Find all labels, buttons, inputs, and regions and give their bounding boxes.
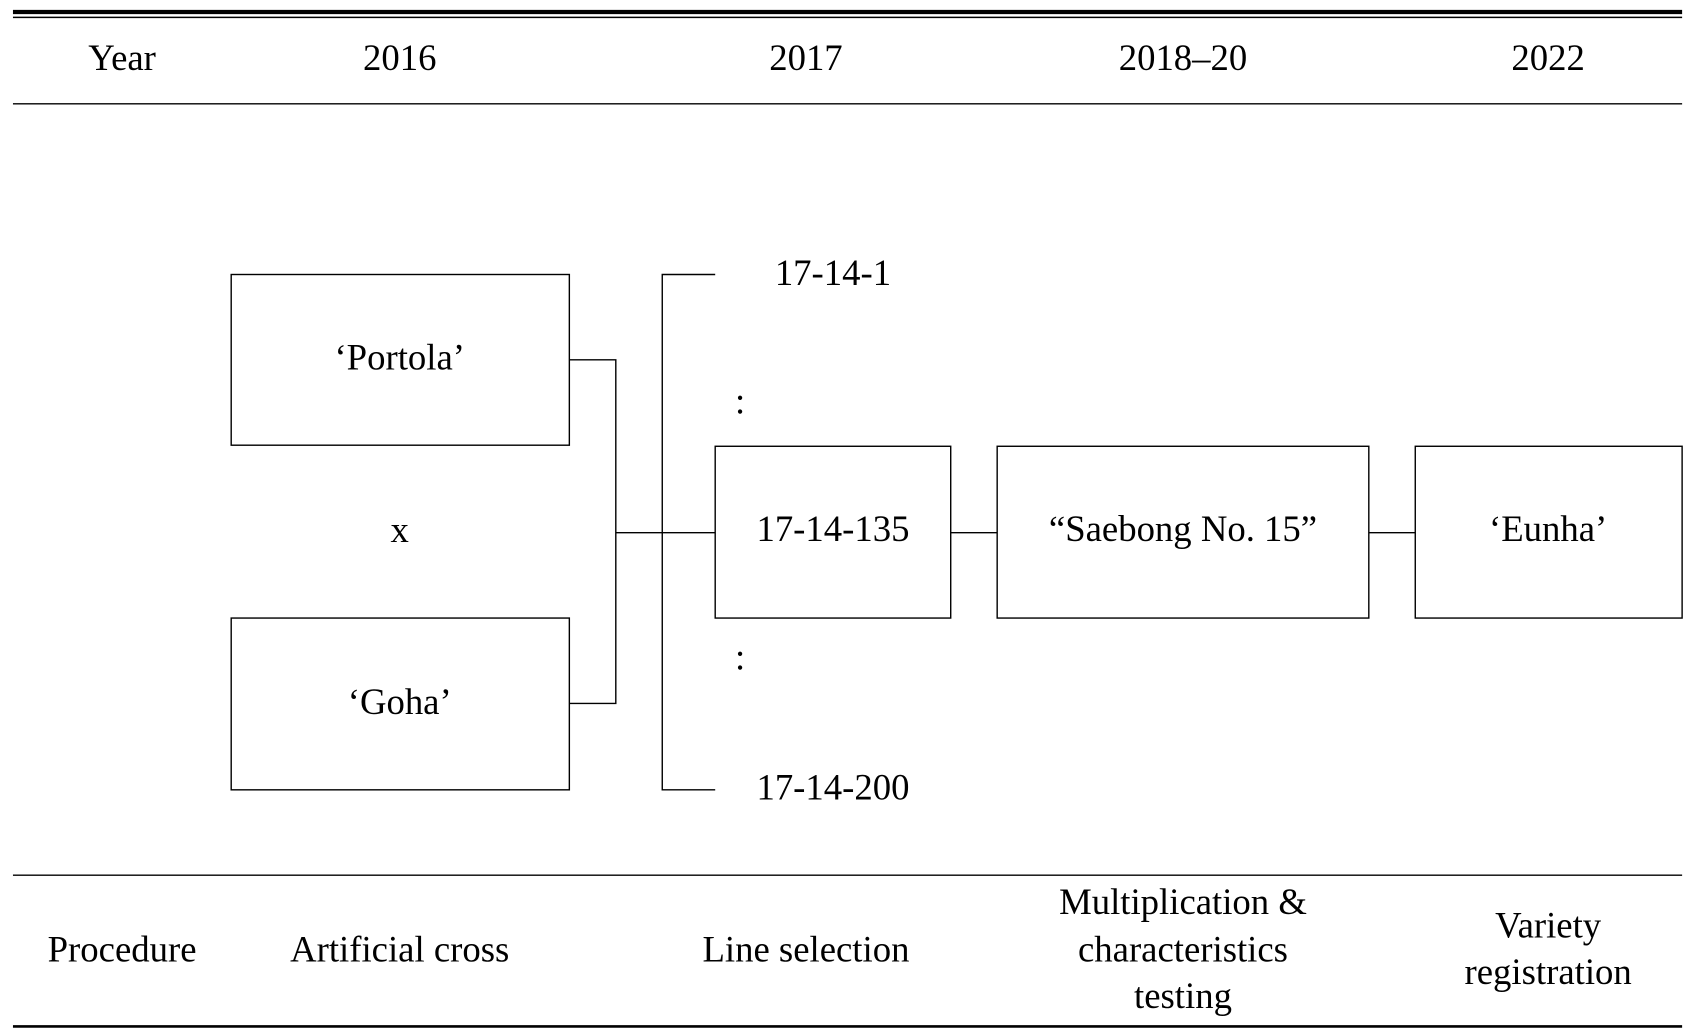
header-label: Year [88,37,156,78]
year: 2016 [363,37,436,78]
node-label: ‘Eunha’ [1489,508,1607,549]
node-box [714,445,952,619]
footer-label: Procedure [48,928,197,969]
node-label: 17-14-1 [775,252,891,293]
node-box [996,445,1370,619]
node-box [1414,445,1683,619]
node-box [230,617,571,791]
procedure-step: Line selection [702,928,909,969]
node-label: 17-14-135 [756,508,909,549]
year: 2018–20 [1119,37,1248,78]
node-label: “Saebong No. 15” [1049,508,1317,549]
node-label: x [391,509,409,550]
node-label: 17-14-200 [756,766,909,807]
procedure-step: Variety [1495,905,1602,946]
connector [569,273,1416,791]
node-label: ‘Goha’ [348,681,452,722]
year: 2017 [769,37,842,78]
year: 2022 [1511,37,1584,78]
procedure-step: characteristics [1078,928,1288,969]
node-box [230,273,571,446]
procedure-step: testing [1134,975,1232,1016]
procedure-step: Artificial cross [290,928,509,969]
procedure-step: Multiplication & [1059,881,1307,922]
procedure-step: registration [1465,951,1632,992]
node-label: ‘Portola’ [334,336,465,377]
node-label: : [735,381,745,422]
node-label: : [735,637,745,678]
